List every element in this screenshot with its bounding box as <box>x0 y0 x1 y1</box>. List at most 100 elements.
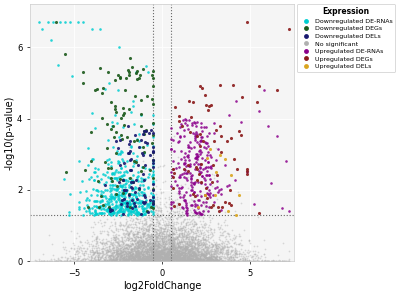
Point <box>140 254 147 258</box>
Point <box>164 252 171 256</box>
Point <box>89 247 96 252</box>
Point <box>137 241 144 246</box>
Point <box>107 253 114 257</box>
Point <box>183 253 190 257</box>
Point <box>135 210 142 215</box>
Point <box>140 245 146 250</box>
Point <box>86 176 92 181</box>
Point <box>129 247 135 251</box>
Point <box>141 237 148 241</box>
Point <box>125 259 132 263</box>
Point <box>121 253 127 258</box>
Point <box>154 255 161 260</box>
Point <box>114 246 121 251</box>
Point <box>186 237 192 242</box>
Point <box>128 191 134 196</box>
Point <box>113 237 120 241</box>
Point <box>147 257 153 262</box>
Point <box>191 258 198 262</box>
Point <box>116 248 123 252</box>
Point <box>78 240 84 244</box>
Point <box>163 253 169 258</box>
Point <box>172 237 178 242</box>
Point <box>132 194 139 198</box>
Point <box>189 237 195 242</box>
Point <box>206 251 212 255</box>
Point <box>185 249 191 254</box>
Point <box>124 124 131 129</box>
Point <box>224 252 231 256</box>
Point <box>148 198 155 202</box>
Point <box>200 259 206 264</box>
Point <box>227 253 234 258</box>
Point <box>198 128 205 133</box>
Point <box>105 239 111 244</box>
Point <box>160 242 166 247</box>
Point <box>157 229 163 234</box>
Point <box>139 204 146 208</box>
Point <box>132 249 139 254</box>
Point <box>142 166 148 171</box>
Point <box>130 242 136 246</box>
Point <box>166 259 172 263</box>
Point <box>153 253 160 258</box>
Point <box>143 94 150 98</box>
Point <box>120 258 126 263</box>
Point <box>136 257 142 261</box>
Point <box>137 254 143 258</box>
Point <box>191 251 197 256</box>
Point <box>89 243 95 248</box>
Point <box>163 253 170 258</box>
Point <box>116 209 123 214</box>
Point <box>190 256 196 261</box>
Point <box>211 258 217 263</box>
Point <box>117 259 124 264</box>
Point <box>145 259 152 264</box>
Point <box>194 251 200 255</box>
Point <box>180 259 187 264</box>
Point <box>152 254 158 259</box>
Point <box>177 259 183 263</box>
Point <box>95 258 101 262</box>
Point <box>153 255 160 259</box>
Point <box>128 241 135 246</box>
Point <box>132 228 138 233</box>
Point <box>176 189 182 194</box>
Point <box>134 259 140 264</box>
Point <box>148 254 154 258</box>
Point <box>39 259 45 264</box>
Point <box>212 259 218 264</box>
Point <box>170 134 177 139</box>
Point <box>242 259 249 263</box>
Point <box>184 255 190 260</box>
Point <box>170 246 176 250</box>
Point <box>79 257 85 261</box>
Point <box>245 253 252 258</box>
Point <box>114 255 120 260</box>
Point <box>182 248 188 252</box>
Point <box>184 241 190 245</box>
Point <box>125 214 132 219</box>
Point <box>126 257 132 262</box>
Point <box>96 250 102 255</box>
Point <box>166 211 172 216</box>
Point <box>139 256 146 261</box>
Point <box>128 180 134 184</box>
Point <box>165 253 172 258</box>
Point <box>167 253 173 258</box>
Point <box>184 253 190 258</box>
Point <box>117 254 123 259</box>
Point <box>112 254 118 259</box>
Point <box>130 179 136 183</box>
Point <box>110 211 116 215</box>
Point <box>126 230 132 235</box>
Point <box>128 236 135 241</box>
Point <box>159 254 166 259</box>
Point <box>186 254 192 259</box>
Point <box>150 243 156 248</box>
Point <box>208 255 214 259</box>
Point <box>133 258 140 263</box>
Point <box>139 247 145 251</box>
Point <box>166 258 173 262</box>
Point <box>260 238 267 242</box>
